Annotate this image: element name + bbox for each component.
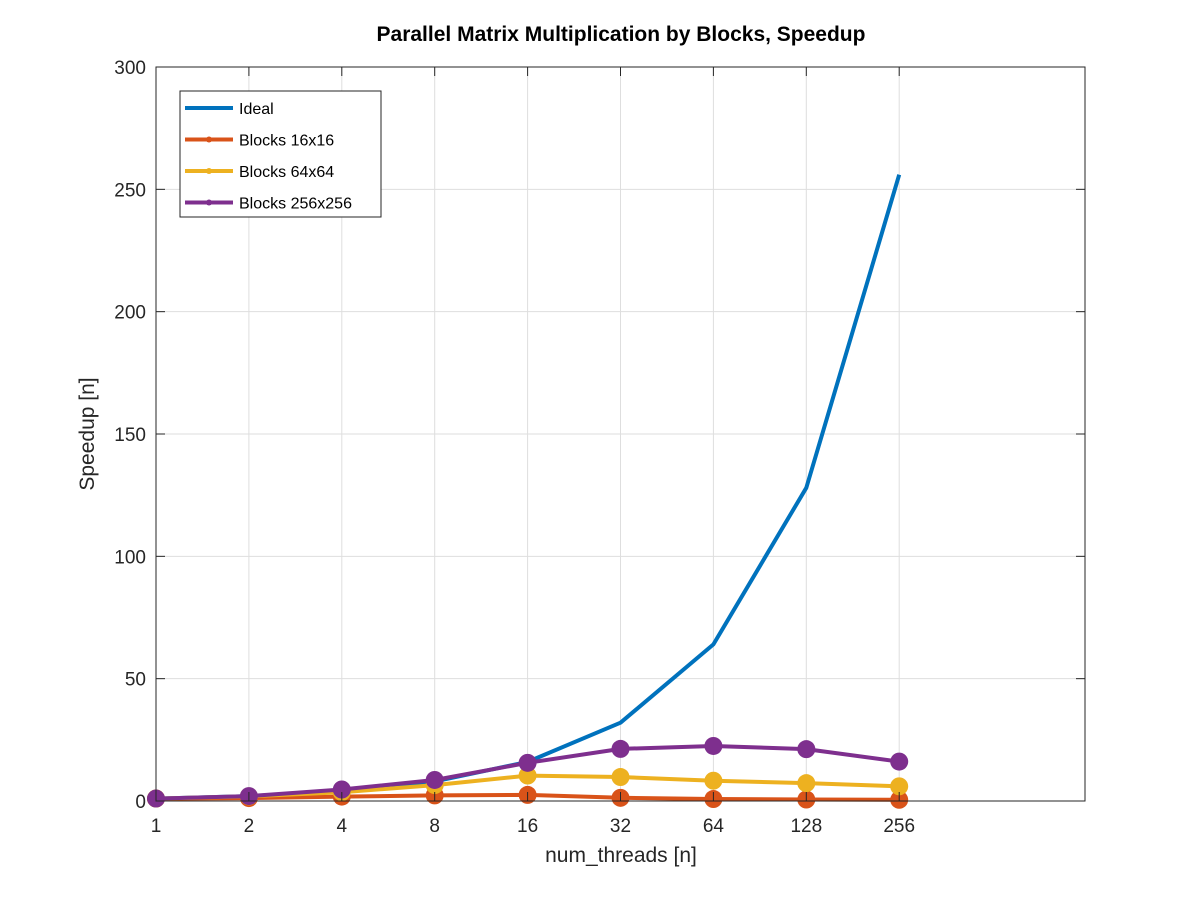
data-point <box>518 766 537 785</box>
y-tick-label: 200 <box>114 303 146 324</box>
x-tick-label: 32 <box>610 816 631 837</box>
legend-marker <box>206 136 212 143</box>
legend-label: Blocks 256x256 <box>239 196 352 213</box>
x-tick-label: 1 <box>151 816 162 837</box>
y-tick-label: 300 <box>114 58 146 79</box>
chart-title: Parallel Matrix Multiplication by Blocks… <box>377 23 866 46</box>
x-axis-label: num_threads [n] <box>545 844 697 867</box>
x-tick-label: 8 <box>429 816 440 837</box>
data-point <box>890 777 909 796</box>
data-point <box>797 740 816 759</box>
x-tick-label: 16 <box>517 816 538 837</box>
legend-label: Ideal <box>239 101 274 118</box>
x-tick-label: 64 <box>703 816 725 837</box>
y-tick-labels: 0 50 100 150 200 250 300 <box>114 58 146 813</box>
data-point <box>611 739 630 758</box>
legend-label: Blocks 64x64 <box>239 164 334 181</box>
y-tick-label: 150 <box>114 425 146 446</box>
data-point <box>890 752 909 771</box>
legend: Ideal Blocks 16x16 Blocks 64x64 Blocks 256x… <box>179 90 382 218</box>
data-point <box>332 780 351 799</box>
x-tick-label: 128 <box>790 816 822 837</box>
legend-entry: Ideal <box>185 101 274 118</box>
x-tick-labels: 1 2 4 8 16 32 64 128 256 <box>151 816 915 837</box>
y-tick-label: 50 <box>125 670 146 691</box>
data-point <box>704 736 723 755</box>
y-tick-label: 250 <box>114 180 146 201</box>
y-axis-label: Speedup [n] <box>76 377 99 490</box>
legend-entry: Blocks 16x16 <box>185 133 334 150</box>
legend-box <box>179 90 382 218</box>
legend-entry: Blocks 64x64 <box>185 164 334 181</box>
legend-entries: Ideal Blocks 16x16 Blocks 64x64 Blocks 256x… <box>185 101 352 213</box>
data-point <box>704 771 723 790</box>
legend-label: Blocks 16x16 <box>239 133 334 150</box>
legend-entry: Blocks 256x256 <box>185 196 352 213</box>
data-point <box>518 753 537 772</box>
data-point <box>425 770 444 789</box>
x-tick-label: 2 <box>244 816 255 837</box>
x-tick-label: 256 <box>883 816 915 837</box>
y-tick-label: 0 <box>135 792 146 813</box>
legend-marker <box>206 199 212 206</box>
legend-marker <box>206 168 212 174</box>
data-point <box>797 774 816 793</box>
y-tick-label: 100 <box>114 547 146 568</box>
data-point <box>611 768 630 787</box>
x-tick-label: 4 <box>337 816 348 837</box>
axis-ticks <box>155 66 1085 802</box>
